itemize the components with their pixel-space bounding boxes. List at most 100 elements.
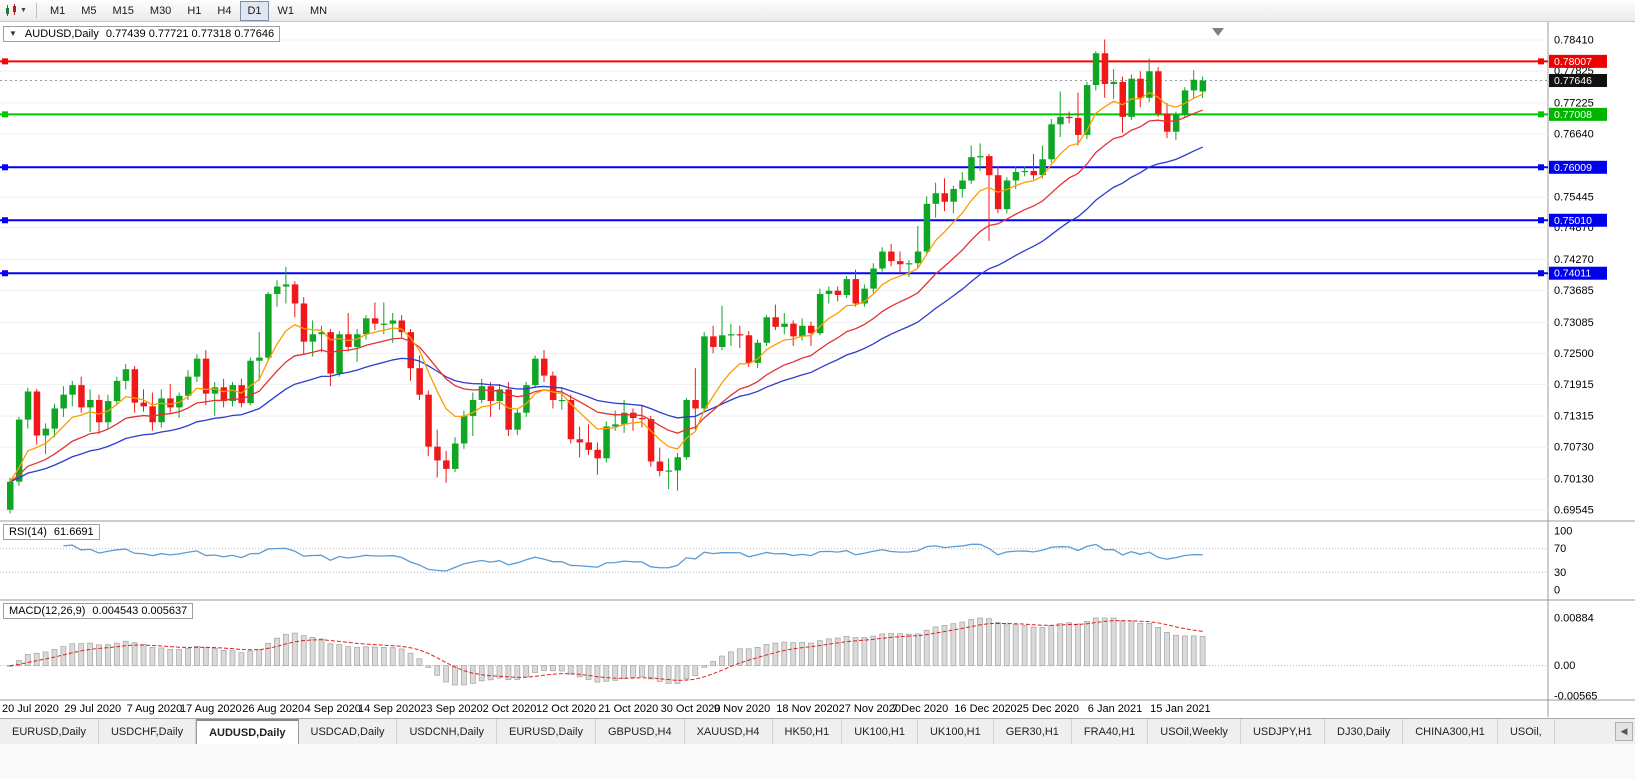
chart-collapse-icon[interactable]: ▼	[9, 29, 17, 38]
candle-body	[656, 461, 664, 472]
price-badge-label: 0.77646	[1554, 75, 1592, 87]
candle-body	[914, 251, 922, 264]
chart-tab-fra40-h1[interactable]: FRA40,H1	[1071, 719, 1149, 744]
macd-label-box[interactable]: MACD(12,26,9) 0.004543 0.005637	[3, 603, 194, 619]
price-badge	[1549, 213, 1607, 227]
tab-scroll-left-button[interactable]: ◀	[1615, 722, 1633, 741]
level-line-handle-right[interactable]	[1538, 217, 1544, 224]
candle-body	[1039, 159, 1046, 176]
timeframe-button-W1[interactable]: W1	[271, 1, 302, 21]
level-line-handle-right[interactable]	[1538, 164, 1544, 171]
candle-body	[274, 286, 281, 294]
macd-histogram-bar	[585, 665, 592, 680]
candle-body	[1003, 180, 1011, 210]
level-line-handle-left[interactable]	[2, 111, 8, 118]
candlestick-glyph	[6, 4, 16, 16]
macd-histogram-bar	[96, 644, 102, 666]
macd-histogram-bar	[416, 658, 423, 666]
timeframe-button-M1[interactable]: M1	[43, 1, 72, 21]
candle-body	[1066, 116, 1073, 119]
level-line-handle-left[interactable]	[2, 270, 8, 277]
macd-histogram-bar	[167, 648, 174, 666]
chart-tab-xauusd-h4[interactable]: XAUUSD,H4	[684, 719, 773, 744]
chart-tab-uk100-h1[interactable]: UK100,H1	[842, 719, 918, 744]
chart-tab-audusd-daily[interactable]: AUDUSD,Daily	[196, 719, 299, 744]
chart-tab-eurusd-daily[interactable]: EURUSD,Daily	[497, 719, 596, 744]
macd-histogram-bar	[923, 629, 930, 666]
chart-type-dropdown-icon[interactable]: ▼	[20, 7, 27, 14]
candle-body	[719, 335, 726, 347]
level-line-handle-left[interactable]	[2, 217, 8, 224]
date-axis-label: 29 Jul 2020	[64, 703, 121, 715]
macd-histogram-bar	[843, 636, 850, 666]
macd-histogram-bar	[861, 637, 868, 666]
macd-histogram-bar	[327, 643, 334, 666]
level-line-handle-left[interactable]	[2, 164, 8, 171]
chart-tab-usdcad-daily[interactable]: USDCAD,Daily	[298, 719, 398, 744]
chart-tab-eurusd-daily[interactable]: EURUSD,Daily	[0, 719, 99, 744]
chart-tab-gbpusd-h4[interactable]: GBPUSD,H4	[596, 719, 685, 744]
candle-body	[692, 399, 699, 409]
chart-tab-usdjpy-h1[interactable]: USDJPY,H1	[1240, 719, 1326, 744]
macd-histogram-bar	[274, 637, 280, 666]
macd-histogram-bar	[1119, 620, 1126, 666]
candle-body	[1101, 53, 1109, 85]
price-axis-label: 0.73085	[1554, 317, 1594, 329]
timeframe-button-H4[interactable]: H4	[210, 1, 238, 21]
macd-histogram-bar	[1173, 634, 1179, 666]
candle-body	[923, 203, 931, 252]
macd-histogram-bar	[389, 647, 396, 666]
candle-body	[398, 320, 406, 333]
price-badge	[1549, 266, 1607, 280]
candle-body	[33, 391, 41, 436]
macd-histogram-bar	[461, 665, 467, 686]
macd-histogram-bar	[113, 642, 120, 666]
timeframe-button-D1[interactable]: D1	[240, 0, 269, 21]
timeframe-button-MN[interactable]: MN	[303, 1, 334, 21]
macd-value: 0.004543 0.005637	[92, 605, 188, 617]
macd-histogram-bar	[719, 655, 725, 666]
level-line-handle-right[interactable]	[1538, 58, 1544, 65]
date-axis-label: 30 Oct 2020	[661, 703, 721, 715]
chart-tab-uk100-h1[interactable]: UK100,H1	[917, 719, 994, 744]
level-line-handle-right[interactable]	[1538, 270, 1544, 277]
chart-shift-marker[interactable]	[1212, 28, 1224, 36]
macd-histogram-bar	[372, 646, 378, 666]
candle-body	[1083, 85, 1091, 135]
macd-histogram-bar	[1021, 625, 1028, 666]
candle-body	[977, 156, 984, 158]
candle-body	[1012, 172, 1020, 181]
chart-tab-usoil-weekly[interactable]: USOil,Weekly	[1148, 719, 1241, 744]
macd-histogram-bar	[1039, 627, 1046, 666]
chart-tab-usdchf-daily[interactable]: USDCHF,Daily	[98, 719, 197, 744]
candle-body	[799, 325, 806, 337]
macd-histogram-bar	[318, 638, 325, 666]
rsi-value: 61.6691	[53, 526, 94, 538]
candle-body	[879, 251, 886, 269]
macd-histogram-bar	[238, 652, 245, 666]
level-line-handle-left[interactable]	[2, 58, 8, 65]
chart-tab-china300-h1[interactable]: CHINA300,H1	[1403, 719, 1498, 744]
macd-histogram-bar	[612, 665, 619, 681]
macd-histogram-bar	[781, 641, 788, 666]
timeframe-button-M30[interactable]: M30	[143, 1, 178, 21]
timeframe-button-M5[interactable]: M5	[74, 1, 103, 21]
timeframe-button-H1[interactable]: H1	[180, 1, 208, 21]
toolbar-separator	[35, 3, 37, 18]
timeframe-button-M15[interactable]: M15	[106, 1, 141, 21]
chart-tab-usoil-[interactable]: USOil,	[1497, 719, 1555, 744]
rsi-label-box[interactable]: RSI(14) 61.6691	[3, 524, 100, 540]
macd-histogram-bar	[665, 665, 672, 684]
rsi-label: RSI(14)	[9, 526, 47, 538]
chart-tab-ger30-h1[interactable]: GER30,H1	[993, 719, 1072, 744]
chart-title: AUDUSD,Daily	[24, 28, 99, 40]
level-line-handle-right[interactable]	[1538, 111, 1544, 118]
chart-title-box[interactable]: ▼ AUDUSD,Daily 0.77439 0.77721 0.77318 0…	[3, 26, 281, 42]
macd-axis-label: 0.00	[1554, 660, 1575, 672]
candlestick-chart-icon[interactable]	[4, 4, 19, 17]
candle-body	[754, 342, 762, 363]
chart-tab-hk50-h1[interactable]: HK50,H1	[772, 719, 843, 744]
chart-tab-dj30-daily[interactable]: DJ30,Daily	[1325, 719, 1404, 744]
chart-tab-usdcnh-daily[interactable]: USDCNH,Daily	[397, 719, 498, 744]
